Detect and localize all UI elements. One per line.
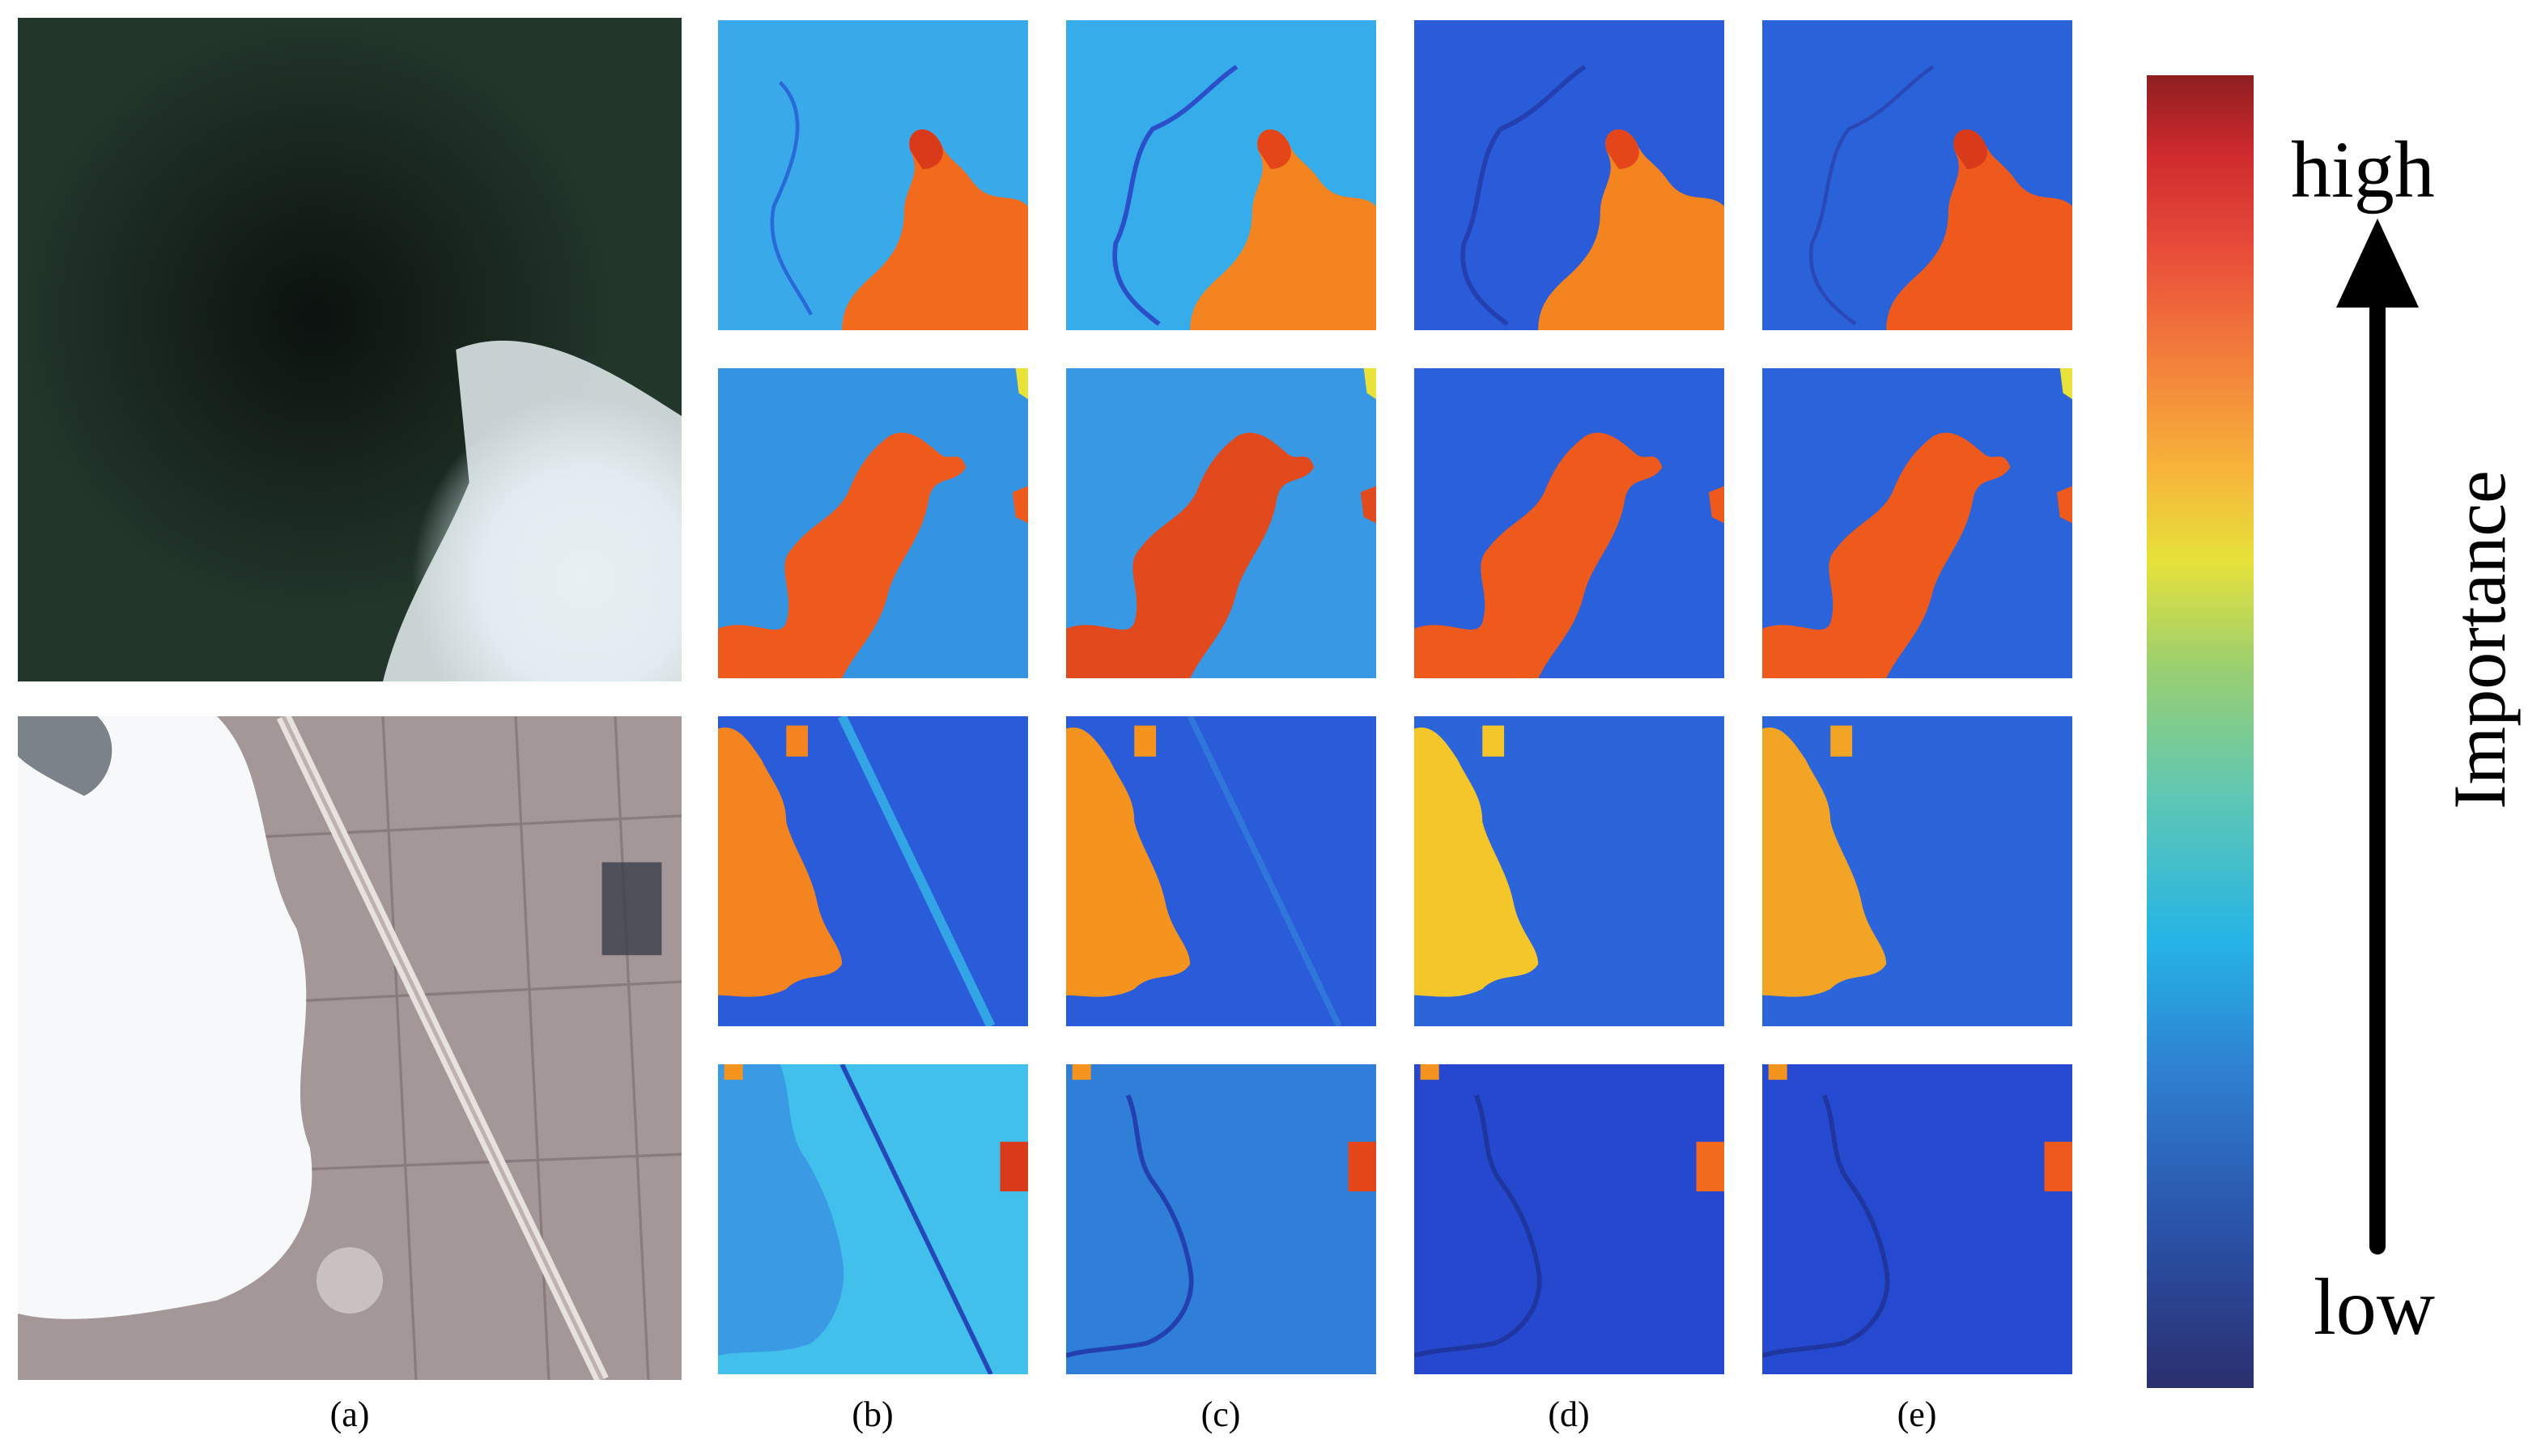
colorbar-title: Importance (2438, 470, 2521, 809)
column-label-b: (b) (852, 1394, 894, 1434)
column-label-c: (c) (1200, 1394, 1241, 1434)
importance-map-d-row3 (1414, 716, 1724, 1026)
colorbar-low-label: low (2314, 1262, 2435, 1352)
importance-map-e-row4 (1762, 1064, 2072, 1374)
arrow-shaft (2369, 283, 2386, 1254)
importance-map-d-row1 (1414, 20, 1724, 330)
importance-map-b-row1 (718, 20, 1028, 330)
importance-colorbar (2147, 75, 2254, 1388)
importance-map-b-row2 (718, 368, 1028, 678)
satellite-image-forest-cloud (18, 18, 682, 681)
importance-map-b-row3 (718, 716, 1028, 1026)
importance-map-d-row2 (1414, 368, 1724, 678)
colorbar-high-label: high (2291, 125, 2435, 214)
column-label-d: (d) (1548, 1394, 1590, 1434)
column-label-a: (a) (329, 1394, 370, 1434)
importance-map-e-row3 (1762, 716, 2072, 1026)
importance-map-e-row1 (1762, 20, 2072, 330)
importance-map-d-row4 (1414, 1064, 1724, 1374)
farmland-cloud-picture (18, 716, 682, 1380)
satellite-image-farmland-cloud (18, 716, 682, 1380)
importance-map-c-row4 (1066, 1064, 1376, 1374)
importance-map-e-row2 (1762, 368, 2072, 678)
importance-map-c-row3 (1066, 716, 1376, 1026)
importance-map-b-row4 (718, 1064, 1028, 1374)
importance-map-c-row2 (1066, 368, 1376, 678)
importance-map-c-row1 (1066, 20, 1376, 330)
forest-cloud-picture (18, 18, 682, 681)
column-label-e: (e) (1897, 1394, 1937, 1434)
